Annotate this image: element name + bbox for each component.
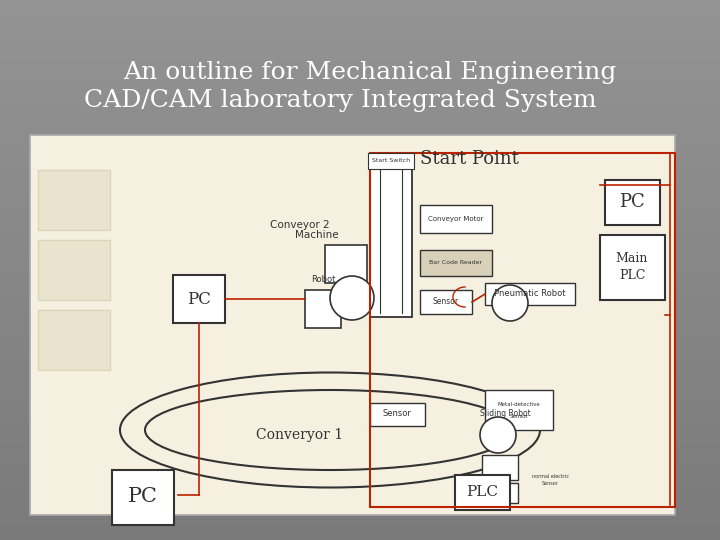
Text: PC: PC [187, 291, 211, 307]
Bar [30, 135, 675, 515]
Bar [485, 283, 575, 305]
Text: Pneumatic Robot: Pneumatic Robot [494, 289, 566, 299]
Text: CAD/CAM laboratory Integrated System: CAD/CAM laboratory Integrated System [84, 89, 596, 111]
Bar [370, 153, 675, 507]
Bar [370, 157, 412, 317]
Text: Machine: Machine [295, 230, 339, 240]
Text: Sensor: Sensor [382, 409, 411, 418]
Bar [485, 390, 553, 430]
Bar [482, 455, 518, 480]
Text: Conveyor Motor: Conveyor Motor [428, 216, 484, 222]
Text: PC: PC [619, 193, 645, 211]
Bar [600, 235, 665, 300]
Text: Bar Code Reader: Bar Code Reader [429, 260, 482, 266]
Bar [370, 403, 425, 426]
Circle shape [330, 276, 374, 320]
Text: normal electric
Sensor: normal electric Sensor [531, 475, 569, 485]
Bar [605, 180, 660, 225]
Bar [305, 290, 341, 328]
Text: PLC: PLC [466, 485, 498, 499]
Text: PC: PC [128, 488, 158, 507]
Bar [38, 310, 110, 370]
Bar [420, 290, 472, 314]
Bar [482, 483, 518, 503]
Bar [368, 153, 414, 169]
Bar [112, 470, 174, 525]
Circle shape [480, 417, 516, 453]
Circle shape [492, 285, 528, 321]
Text: An outline for Mechanical Engineering: An outline for Mechanical Engineering [123, 60, 617, 84]
Bar [420, 250, 492, 276]
Bar [455, 475, 510, 510]
Bar [325, 245, 367, 283]
Text: Sensor: Sensor [433, 298, 459, 307]
Bar [38, 240, 110, 300]
Text: Robot: Robot [311, 275, 336, 284]
Text: Sensor: Sensor [510, 414, 528, 418]
Text: Main
PLC: Main PLC [616, 252, 648, 282]
Text: Sliding Robot: Sliding Robot [480, 408, 531, 417]
Text: Converyor 1: Converyor 1 [256, 428, 343, 442]
Text: Conveyor 2: Conveyor 2 [270, 220, 330, 230]
Text: Metal-detective: Metal-detective [498, 402, 541, 407]
Bar [420, 205, 492, 233]
Bar [173, 275, 225, 323]
Text: Start Point: Start Point [420, 150, 519, 168]
Bar [38, 170, 110, 230]
Text: Start Switch: Start Switch [372, 159, 410, 164]
